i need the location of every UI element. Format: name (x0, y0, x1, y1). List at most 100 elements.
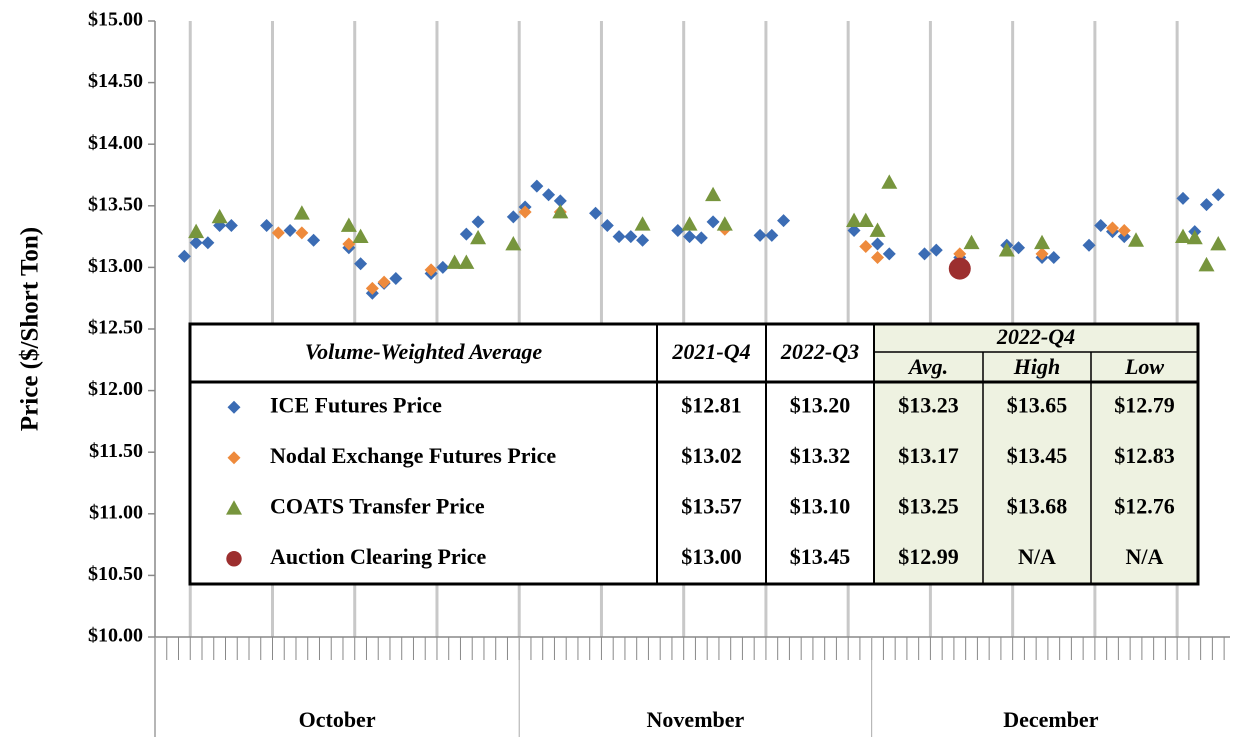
diamond-marker (471, 215, 485, 229)
triangle-marker (634, 216, 651, 231)
circle-marker (948, 257, 971, 280)
diamond-marker (671, 223, 685, 237)
table-cell: $13.65 (1007, 392, 1068, 417)
triangle-marker (188, 223, 205, 239)
table-cell: N/A (1126, 544, 1164, 569)
table-cell: $12.76 (1114, 493, 1175, 518)
triangle-marker (505, 235, 522, 251)
diamond-marker (342, 237, 356, 251)
diamond-marker (1176, 191, 1190, 205)
table-cell: $13.17 (898, 443, 959, 468)
y-tick-label: $14.50 (88, 70, 143, 92)
diamond-marker (929, 243, 943, 257)
table-border (188, 322, 1200, 586)
triangle-marker (352, 228, 369, 243)
triangle-marker (552, 203, 569, 219)
diamond-marker (365, 281, 379, 295)
legend-label: COATS Transfer Price (270, 493, 485, 518)
table-cell: $13.32 (790, 443, 851, 468)
triangle-marker (211, 208, 228, 224)
diamond-marker (189, 236, 203, 250)
table-cell: $13.45 (1007, 443, 1068, 468)
diamond-marker (424, 263, 438, 277)
table-subheader: High (1013, 354, 1060, 379)
triangle-marker (846, 212, 863, 227)
diamond-marker (882, 247, 896, 261)
diamond-marker (283, 223, 297, 237)
triangle-marker (1175, 228, 1192, 243)
table-cell: $12.99 (898, 544, 959, 569)
diamond-marker (624, 230, 638, 244)
table-cell: N/A (1018, 544, 1056, 569)
table-cell: $12.79 (1114, 392, 1175, 417)
table-cell: $13.25 (898, 493, 959, 518)
table-header: 2022-Q4 (996, 324, 1075, 349)
triangle-marker (1128, 232, 1145, 247)
diamond-marker (1200, 198, 1214, 212)
diamond-marker (1211, 188, 1225, 202)
diamond-marker (1117, 223, 1131, 237)
triangle-marker (716, 216, 733, 231)
table-cell: $13.10 (790, 493, 851, 518)
diamond-marker (260, 219, 274, 233)
y-tick-label: $15.00 (88, 9, 143, 31)
diamond-marker (542, 188, 556, 202)
triangle-marker (963, 234, 980, 250)
table-shade (874, 324, 1198, 584)
table-subheader: Low (1124, 354, 1164, 379)
y-tick-label: $11.50 (89, 440, 143, 462)
diamond-marker (871, 251, 885, 265)
diamond-marker (506, 210, 520, 224)
x-group-label: October (299, 707, 376, 732)
legend-marker (226, 500, 242, 515)
triangle-marker (857, 212, 874, 227)
diamond-marker (777, 214, 791, 228)
diamond-marker (1012, 241, 1026, 255)
diamond-marker (530, 179, 544, 193)
diamond-marker (871, 237, 885, 251)
diamond-marker (1094, 219, 1108, 233)
diamond-marker (1047, 251, 1061, 265)
diamond-marker (753, 228, 767, 242)
diamond-marker (859, 239, 873, 253)
triangle-marker (470, 229, 487, 245)
diamond-marker (612, 230, 626, 244)
legend-marker (227, 451, 241, 465)
table-header: Volume-Weighted Average (305, 339, 543, 364)
table-subheader: Avg. (907, 354, 948, 379)
table-cell: $12.83 (1114, 443, 1175, 468)
diamond-marker (389, 271, 403, 285)
x-group-label: November (647, 707, 745, 732)
y-axis-label: Price ($/Short Ton) (17, 227, 44, 431)
table-header: 2021-Q4 (671, 339, 750, 364)
triangle-marker (340, 217, 357, 232)
table-cell: $13.23 (898, 392, 959, 417)
triangle-marker (869, 222, 886, 237)
diamond-marker (201, 236, 215, 250)
table-cell: $13.20 (790, 392, 851, 417)
y-tick-label: $11.00 (89, 501, 143, 523)
y-tick-label: $10.00 (88, 625, 143, 647)
legend-marker (227, 400, 241, 414)
diamond-marker (694, 231, 708, 245)
diamond-marker (953, 247, 967, 261)
diamond-marker (1082, 238, 1096, 252)
triangle-marker (446, 254, 463, 269)
triangle-marker (998, 242, 1015, 257)
y-tick-label: $13.00 (88, 255, 143, 277)
diamond-marker (459, 227, 473, 241)
triangle-marker (1186, 229, 1203, 245)
diamond-marker (224, 219, 238, 233)
diamond-marker (177, 249, 191, 263)
y-tick-label: $14.00 (88, 132, 143, 154)
triangle-marker (1198, 256, 1215, 272)
legend-label: Nodal Exchange Futures Price (270, 443, 556, 468)
triangle-marker (293, 205, 310, 220)
table-header: 2022-Q3 (780, 339, 859, 364)
diamond-marker (683, 230, 697, 244)
table-cell: $13.57 (681, 493, 742, 518)
table-cell: $13.68 (1007, 493, 1068, 518)
diamond-marker (354, 257, 368, 271)
diamond-marker (295, 226, 309, 240)
